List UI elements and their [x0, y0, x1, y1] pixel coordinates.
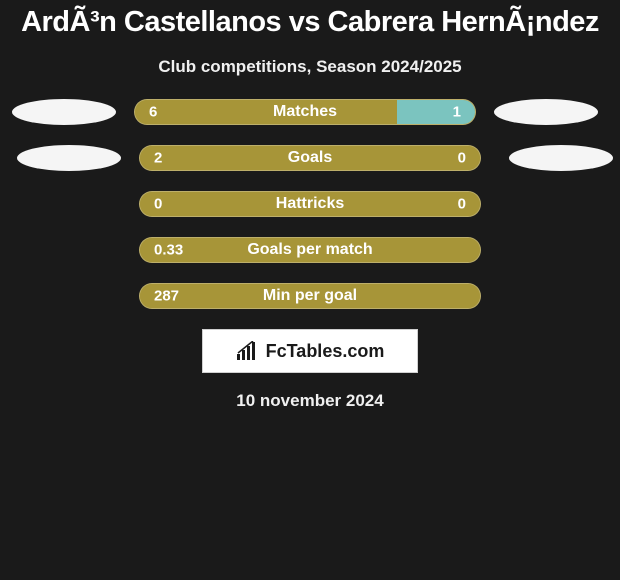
stat-bar-holder: 287 Min per goal [139, 283, 481, 309]
ellipse-spacer [499, 283, 603, 309]
ellipse-spacer [499, 191, 603, 217]
stat-row: 2 0 Goals [0, 145, 620, 171]
player-ellipse-right [494, 99, 598, 125]
player-ellipse-left [12, 99, 116, 125]
stat-bar: 2 0 Goals [139, 145, 481, 171]
stat-bar: 287 Min per goal [139, 283, 481, 309]
date-label: 10 november 2024 [0, 391, 620, 411]
stat-value-right: 1 [453, 104, 461, 121]
stat-value-left: 6 [149, 104, 157, 121]
page-title: ArdÃ³n Castellanos vs Cabrera HernÃ¡ndez [0, 6, 620, 39]
stat-label: Goals per match [247, 241, 372, 259]
stat-value-left: 0.33 [154, 242, 183, 259]
stat-label: Matches [273, 103, 337, 121]
bar-seg-right [397, 100, 475, 124]
stat-row: 0 0 Hattricks [0, 191, 620, 217]
stat-value-left: 287 [154, 288, 179, 305]
bar-seg-left [135, 100, 397, 124]
stat-label: Hattricks [276, 195, 344, 213]
stat-bar-holder: 0 0 Hattricks [139, 191, 481, 217]
ellipse-spacer [17, 283, 121, 309]
subtitle: Club competitions, Season 2024/2025 [0, 57, 620, 77]
stat-bar-holder: 0.33 Goals per match [139, 237, 481, 263]
stat-row: 0.33 Goals per match [0, 237, 620, 263]
stat-row: 287 Min per goal [0, 283, 620, 309]
comparison-card: ArdÃ³n Castellanos vs Cabrera HernÃ¡ndez… [0, 0, 620, 411]
ellipse-spacer [17, 191, 121, 217]
brand-label: FcTables.com [266, 341, 385, 362]
stat-bar-holder: 2 0 Goals [139, 145, 481, 171]
stat-bar-holder: 6 1 Matches [134, 99, 476, 125]
stat-value-right: 0 [458, 150, 466, 167]
stat-bar: 6 1 Matches [134, 99, 476, 125]
player-ellipse-left [17, 145, 121, 171]
stat-label: Goals [288, 149, 332, 167]
stat-value-left: 2 [154, 150, 162, 167]
stat-value-left: 0 [154, 196, 162, 213]
stat-label: Min per goal [263, 287, 357, 305]
stat-bar: 0 0 Hattricks [139, 191, 481, 217]
ellipse-spacer [499, 237, 603, 263]
stat-value-right: 0 [458, 196, 466, 213]
stat-bar: 0.33 Goals per match [139, 237, 481, 263]
player-ellipse-right [509, 145, 613, 171]
ellipse-spacer [17, 237, 121, 263]
brand-badge: FcTables.com [202, 329, 418, 373]
bars-icon [236, 341, 260, 361]
stat-rows: 6 1 Matches 2 0 Goals 0 0 Hattricks 0.33 Goals per… [0, 99, 620, 309]
stat-row: 6 1 Matches [0, 99, 620, 125]
